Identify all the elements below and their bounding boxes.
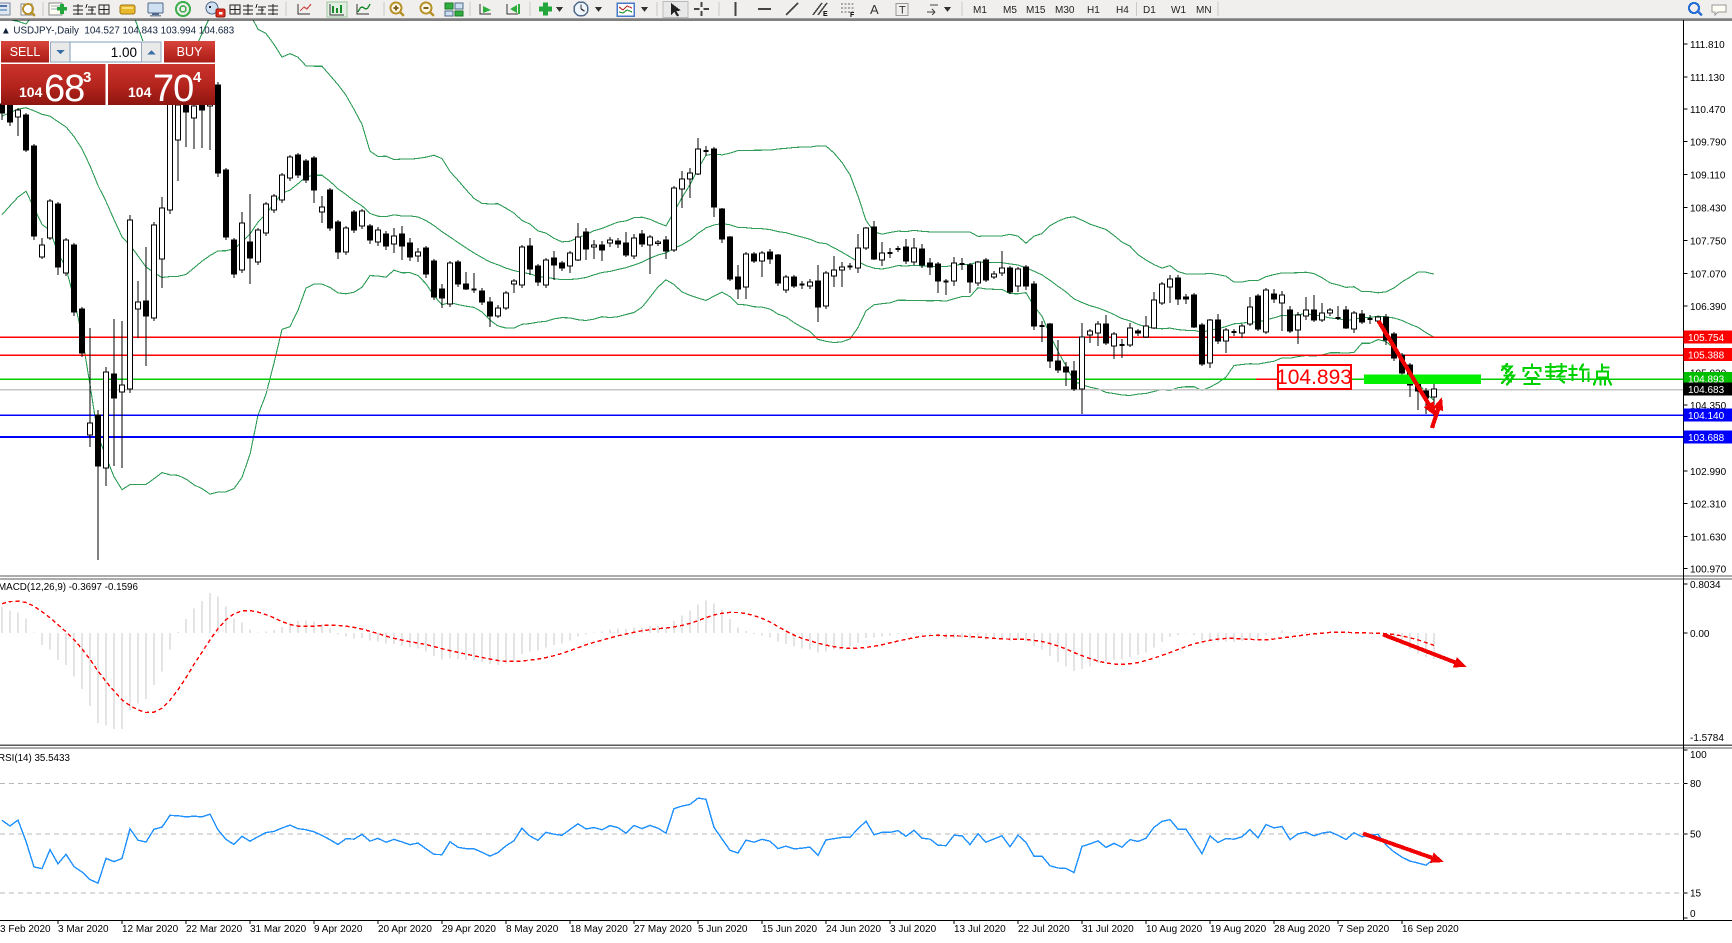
svg-text:20 Apr 2020: 20 Apr 2020 bbox=[378, 924, 432, 935]
svg-text:68: 68 bbox=[44, 68, 84, 110]
svg-text:111.810: 111.810 bbox=[1690, 40, 1725, 51]
svg-text:50: 50 bbox=[1690, 830, 1702, 841]
svg-text:18 May 2020: 18 May 2020 bbox=[570, 924, 628, 935]
svg-text:102.310: 102.310 bbox=[1690, 500, 1727, 511]
svg-text:-1.5784: -1.5784 bbox=[1690, 733, 1724, 744]
svg-text:M15: M15 bbox=[1026, 5, 1046, 16]
svg-text:4: 4 bbox=[193, 69, 202, 86]
svg-text:3 Mar 2020: 3 Mar 2020 bbox=[58, 924, 109, 935]
svg-text:104: 104 bbox=[128, 84, 152, 100]
svg-text:31 Mar 2020: 31 Mar 2020 bbox=[250, 924, 307, 935]
svg-text:111.130: 111.130 bbox=[1690, 73, 1725, 84]
svg-text:7 Sep 2020: 7 Sep 2020 bbox=[1338, 924, 1390, 935]
svg-text:27 May 2020: 27 May 2020 bbox=[634, 924, 692, 935]
svg-text:3: 3 bbox=[83, 69, 91, 86]
svg-text:80: 80 bbox=[1690, 779, 1702, 790]
svg-text:110.470: 110.470 bbox=[1690, 105, 1726, 116]
svg-text:0.00: 0.00 bbox=[1690, 629, 1710, 640]
svg-text:106.390: 106.390 bbox=[1690, 302, 1727, 313]
svg-text:▲ USDJPY-,Daily 104.527 104.8: ▲ USDJPY-,Daily 104.527 104.843 103.994 … bbox=[1, 26, 235, 37]
svg-text:10 Aug 2020: 10 Aug 2020 bbox=[1146, 924, 1203, 935]
svg-text:5 Jun 2020: 5 Jun 2020 bbox=[698, 924, 748, 935]
svg-text:104.140: 104.140 bbox=[1688, 411, 1725, 422]
svg-text:MACD(12,26,9) -0.3697 -0.1596: MACD(12,26,9) -0.3697 -0.1596 bbox=[0, 582, 139, 593]
svg-text:BUY: BUY bbox=[177, 45, 203, 59]
svg-text:104.683: 104.683 bbox=[1688, 385, 1725, 396]
svg-text:22 Jul 2020: 22 Jul 2020 bbox=[1018, 924, 1070, 935]
svg-text:D1: D1 bbox=[1143, 5, 1156, 16]
svg-text:28 Aug 2020: 28 Aug 2020 bbox=[1274, 924, 1331, 935]
svg-text:H1: H1 bbox=[1087, 5, 1100, 16]
svg-text:108.430: 108.430 bbox=[1690, 204, 1727, 215]
svg-text:31 Jul 2020: 31 Jul 2020 bbox=[1082, 924, 1134, 935]
svg-text:109.790: 109.790 bbox=[1690, 138, 1727, 149]
svg-text:9 Apr 2020: 9 Apr 2020 bbox=[314, 924, 363, 935]
svg-text:13 Jul 2020: 13 Jul 2020 bbox=[954, 924, 1006, 935]
svg-text:0: 0 bbox=[1690, 909, 1696, 920]
svg-text:A: A bbox=[870, 2, 879, 17]
svg-text:104: 104 bbox=[19, 84, 43, 100]
svg-text:T: T bbox=[899, 5, 906, 17]
svg-text:19 Aug 2020: 19 Aug 2020 bbox=[1210, 924, 1267, 935]
svg-text:104.893: 104.893 bbox=[1276, 366, 1352, 389]
svg-text:15 Jun 2020: 15 Jun 2020 bbox=[762, 924, 817, 935]
svg-text:RSI(14) 35.5433: RSI(14) 35.5433 bbox=[0, 753, 70, 764]
svg-text:107.750: 107.750 bbox=[1690, 236, 1727, 247]
svg-text:M5: M5 bbox=[1003, 5, 1017, 16]
svg-text:107.070: 107.070 bbox=[1690, 269, 1727, 280]
svg-text:1.00: 1.00 bbox=[111, 45, 137, 60]
svg-text:109.110: 109.110 bbox=[1690, 171, 1726, 182]
svg-text:70: 70 bbox=[153, 68, 193, 110]
svg-text:M30: M30 bbox=[1055, 5, 1075, 16]
svg-text:105.388: 105.388 bbox=[1688, 351, 1725, 362]
svg-text:102.990: 102.990 bbox=[1690, 467, 1727, 478]
svg-text:3 Feb 2020: 3 Feb 2020 bbox=[0, 924, 51, 935]
svg-text:E: E bbox=[823, 11, 828, 18]
svg-text:12 Mar 2020: 12 Mar 2020 bbox=[122, 924, 179, 935]
svg-text:M1: M1 bbox=[973, 5, 987, 16]
svg-text:H4: H4 bbox=[1116, 5, 1129, 16]
svg-text:103.688: 103.688 bbox=[1688, 433, 1725, 444]
svg-text:8 May 2020: 8 May 2020 bbox=[506, 924, 559, 935]
svg-text:15: 15 bbox=[1690, 888, 1702, 899]
svg-text:100.970: 100.970 bbox=[1690, 565, 1727, 576]
svg-text:MN: MN bbox=[1196, 5, 1212, 16]
svg-text:100: 100 bbox=[1690, 750, 1707, 761]
svg-text:W1: W1 bbox=[1171, 5, 1186, 16]
svg-text:101.630: 101.630 bbox=[1690, 533, 1727, 544]
svg-text:SELL: SELL bbox=[10, 45, 41, 59]
svg-text:3 Jul 2020: 3 Jul 2020 bbox=[890, 924, 937, 935]
svg-text:16 Sep 2020: 16 Sep 2020 bbox=[1402, 924, 1459, 935]
svg-text:29 Apr 2020: 29 Apr 2020 bbox=[442, 924, 496, 935]
svg-text:F: F bbox=[850, 12, 855, 19]
svg-text:22 Mar 2020: 22 Mar 2020 bbox=[186, 924, 243, 935]
svg-text:105.754: 105.754 bbox=[1688, 333, 1725, 344]
svg-text:0.8034: 0.8034 bbox=[1690, 580, 1721, 591]
svg-text:24 Jun 2020: 24 Jun 2020 bbox=[826, 924, 881, 935]
